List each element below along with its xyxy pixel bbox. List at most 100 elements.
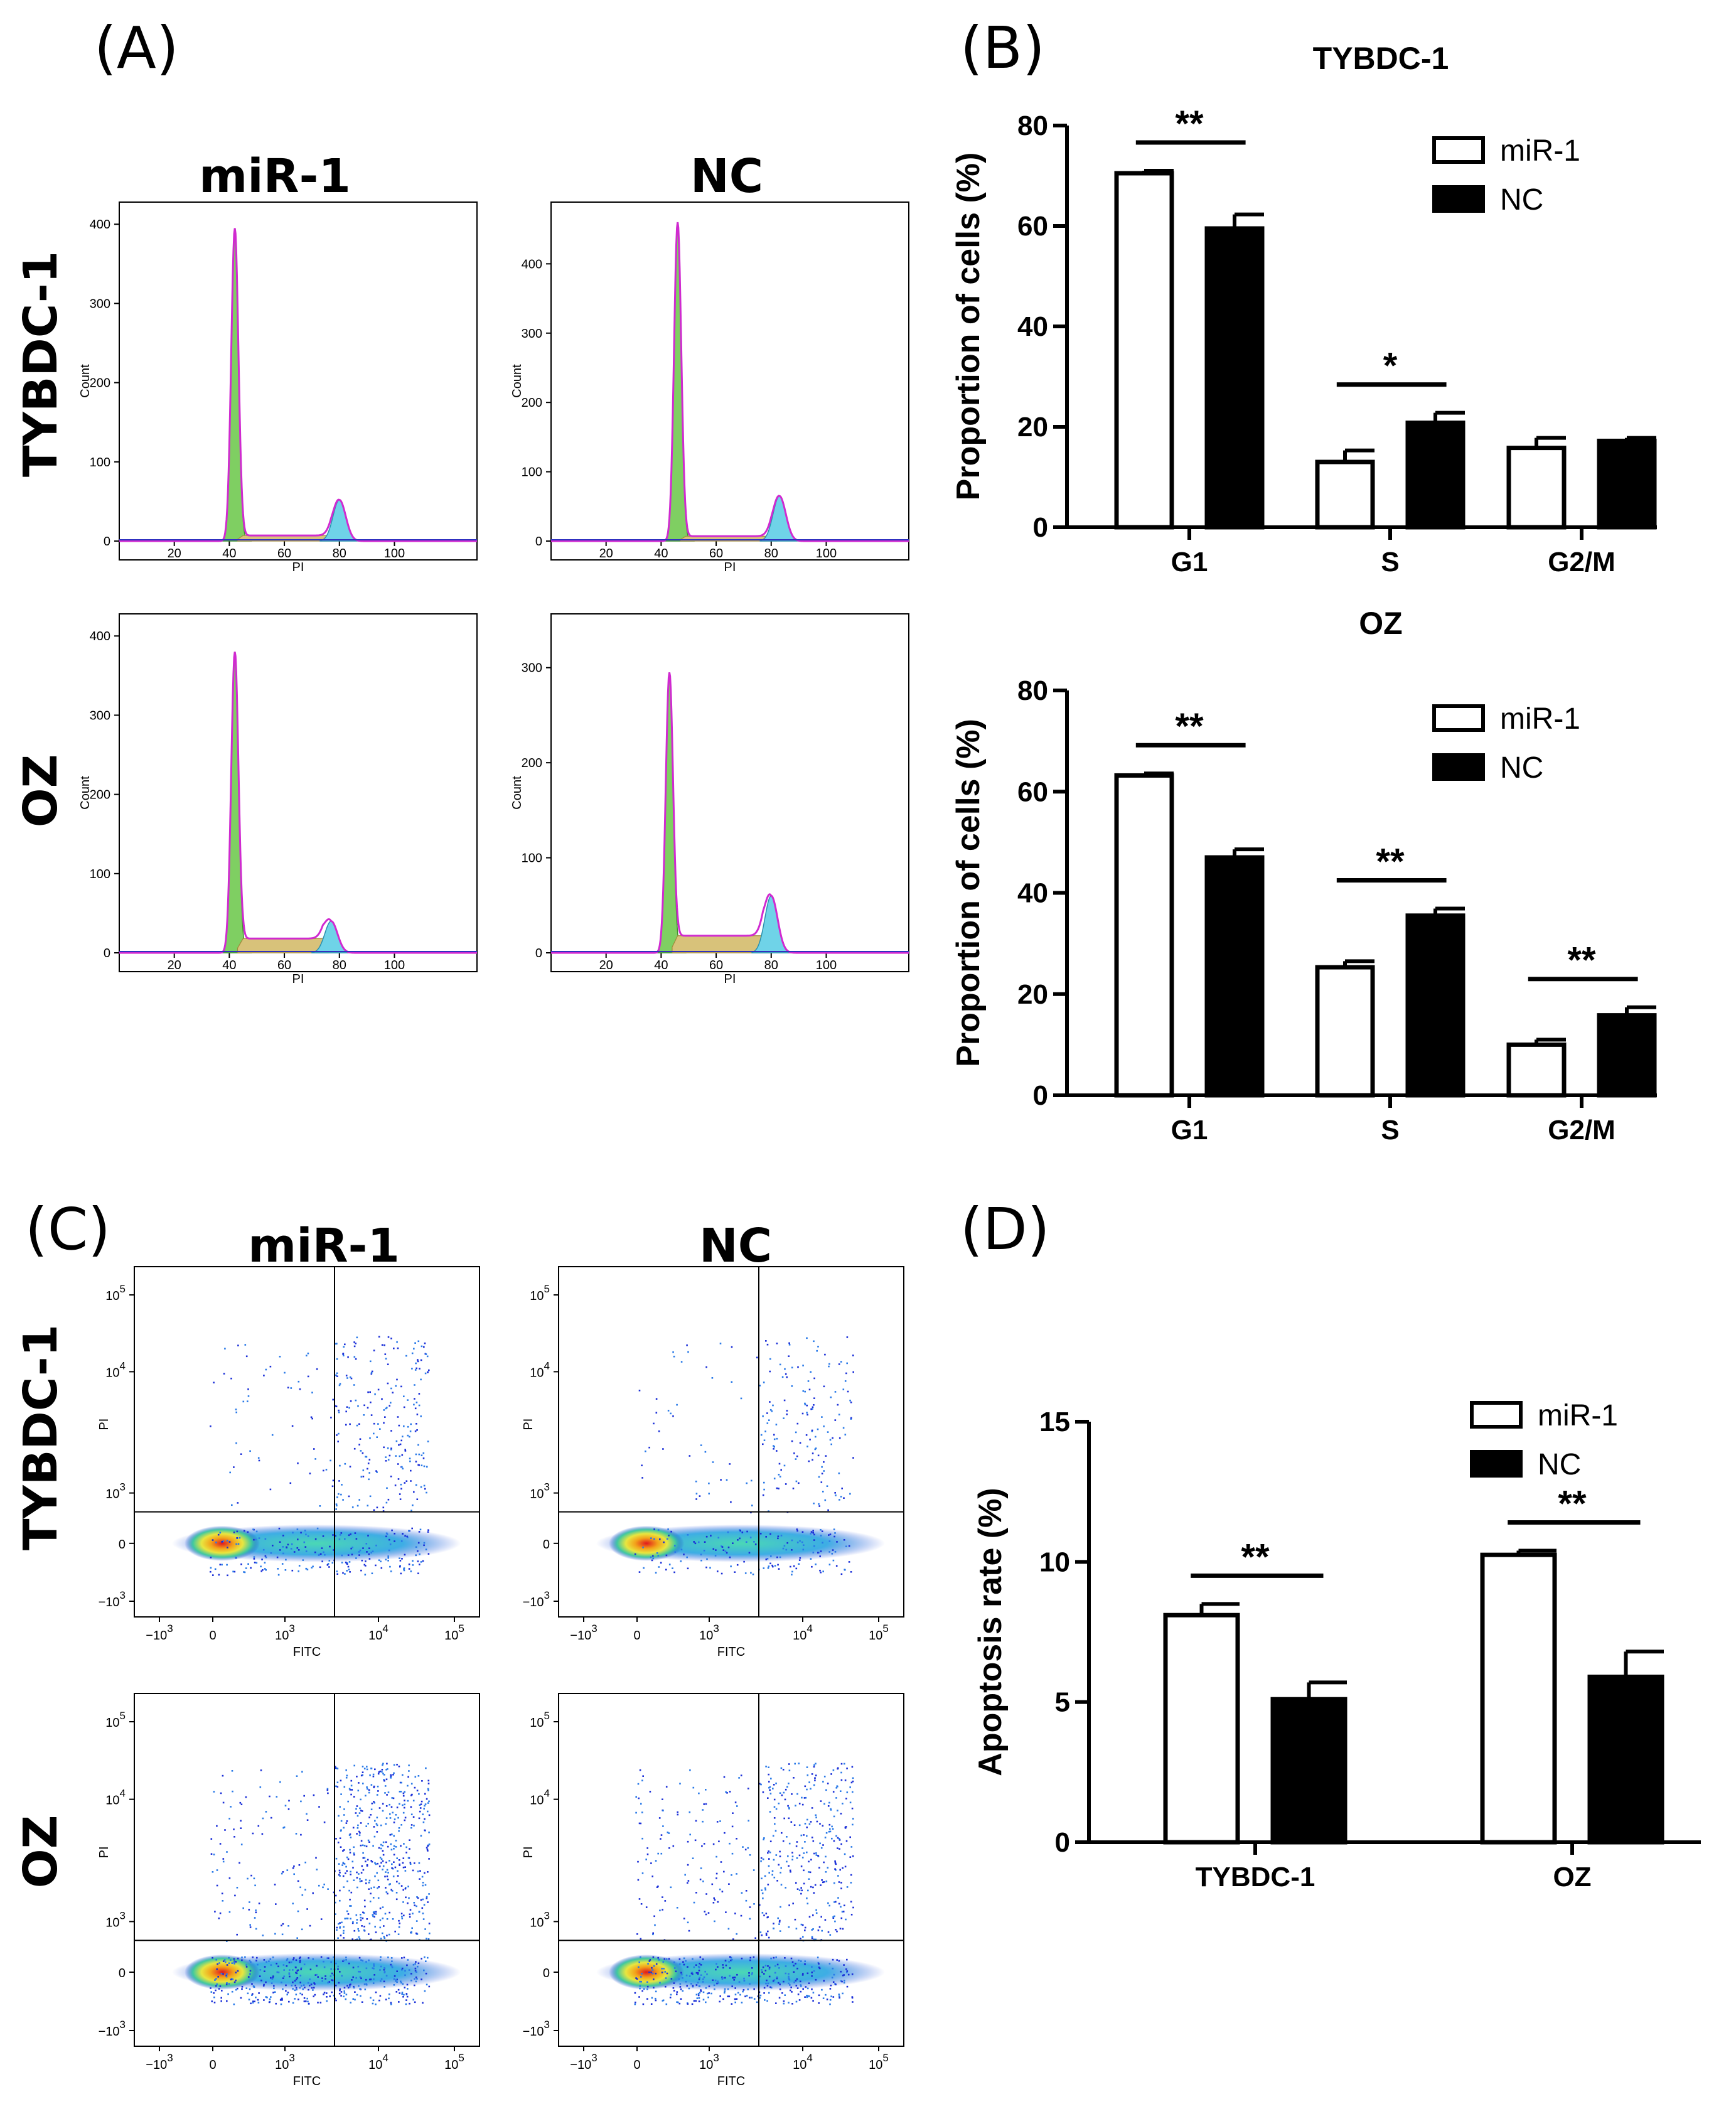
- histogram-x-tick-label: 80: [764, 547, 778, 561]
- scatter-dot-upper-right: [428, 1923, 431, 1924]
- scatter-dot-lower: [725, 1964, 727, 1967]
- scatter-dot-upper-right: [413, 1902, 415, 1904]
- scatter-dot-upper-right: [805, 1434, 808, 1436]
- scatter-dot-lower: [254, 2000, 255, 2002]
- scatter-dot-upper-right: [341, 1484, 343, 1486]
- scatter-dot-upper-left: [219, 1912, 222, 1914]
- scatter-dot-upper-right: [336, 1505, 338, 1506]
- scatter-dot-upper-right: [776, 1437, 778, 1440]
- scatter-dot-upper-left: [316, 1368, 318, 1370]
- scatter-dot-lower: [269, 1958, 272, 1960]
- scatter-dot-upper-left: [753, 1903, 755, 1905]
- scatter-dot-lower: [734, 1994, 737, 1995]
- histogram-y-tick-label: 200: [90, 377, 110, 390]
- scatter-dot-lower: [303, 1963, 306, 1965]
- bar-mir: [1506, 1042, 1567, 1098]
- scatter-dot-lower: [664, 1971, 667, 1973]
- scatter-dot-lower: [840, 1970, 842, 1973]
- scatter-dot-upper-left: [670, 1412, 672, 1415]
- scatter-dot-lower: [798, 1960, 800, 1961]
- scatter-dot-upper-right: [821, 1473, 823, 1474]
- scatter-dot-upper-right: [817, 1929, 820, 1931]
- scatter-dot-lower: [784, 1957, 786, 1959]
- scatter-dot-upper-right: [356, 1886, 358, 1889]
- scatter-dot-lower: [697, 1972, 699, 1974]
- scatter-dot-upper-right: [376, 1436, 378, 1438]
- scatter-dot-lower: [236, 1530, 238, 1533]
- scatter-dot-lower: [233, 2003, 235, 2005]
- scatter-dot-upper-left: [731, 1346, 733, 1348]
- scatter-dot-upper-right: [343, 1929, 345, 1932]
- scatter-dot-lower: [217, 1533, 220, 1536]
- scatter-dot-upper-right: [343, 1937, 345, 1939]
- scatter-dot-upper-left: [276, 1796, 278, 1798]
- scatter-dot-upper-right: [803, 1869, 805, 1872]
- scatter-dot-upper-left: [235, 1442, 237, 1444]
- scatter-dot-upper-right: [794, 1918, 796, 1921]
- scatter-dot-upper-right: [427, 1788, 429, 1790]
- scatter-dot-upper-right: [400, 1791, 402, 1793]
- scatter-dot-lower: [829, 1533, 832, 1535]
- panel-a-col-mir: miR-1: [199, 149, 351, 203]
- scatter-dot-lower: [385, 1999, 387, 2000]
- scatter-dot-lower: [851, 1997, 854, 1999]
- scatter-dot-upper-left: [667, 1410, 670, 1412]
- scatter-dot-upper-right: [356, 1919, 358, 1921]
- scatter-x-tick-label: 103: [275, 2052, 295, 2072]
- scatter-dot-lower: [347, 1554, 350, 1556]
- scatter-dot-upper-left: [705, 1913, 707, 1916]
- scatter-dot-lower: [686, 1985, 688, 1987]
- scatter-dot-upper-left: [641, 1464, 643, 1466]
- scatter-dot-upper-right: [415, 1932, 417, 1935]
- scatter-dot-lower: [420, 1561, 422, 1563]
- scatter-dot-upper-right: [407, 1425, 409, 1428]
- scatter-dot-upper-right: [828, 1365, 830, 1368]
- scatter-dot-upper-left: [299, 1886, 301, 1889]
- scatter-dot-lower: [422, 1560, 424, 1562]
- scatter-dot-lower: [774, 1972, 776, 1974]
- scatter-dot-lower: [721, 1978, 724, 1980]
- scatter-dot-upper-left: [306, 1813, 308, 1815]
- scatter-density-core: [185, 1954, 260, 1990]
- scatter-dot-upper-left: [738, 1777, 740, 1779]
- scatter-dot-upper-right: [355, 1808, 357, 1810]
- scatter-dot-lower: [341, 1975, 343, 1977]
- scatter-dot-lower: [820, 1550, 822, 1552]
- scatter-dot-upper-right: [417, 1444, 419, 1446]
- scatter-dot-lower: [852, 2001, 854, 2003]
- scatter-dot-upper-right: [813, 1404, 815, 1406]
- scatter-dot-upper-left: [692, 1857, 694, 1859]
- scatter-dot-upper-right: [385, 1778, 388, 1781]
- scatter-dot-upper-right: [830, 1773, 832, 1775]
- scatter-dot-lower: [739, 1994, 741, 1996]
- scatter-dot-lower: [355, 1538, 358, 1540]
- scatter-dot-upper-right: [827, 1783, 829, 1784]
- scatter-dot-upper-right: [845, 1798, 847, 1800]
- scatter-dot-lower: [339, 1971, 341, 1973]
- scatter-dot-upper-right: [391, 1863, 393, 1865]
- scatter-dot-upper-right: [840, 1779, 843, 1781]
- scatter-dot-lower: [767, 1965, 769, 1967]
- scatter-dot-upper-left: [271, 1817, 272, 1819]
- scatter-dot-lower: [699, 1977, 701, 1979]
- scatter-dot-lower: [695, 1964, 697, 1966]
- scatter-dot-lower: [790, 1957, 793, 1960]
- scatter-dot-upper-left: [332, 1479, 335, 1481]
- scatter-dot-lower: [361, 2001, 363, 2003]
- histogram-x-label: PI: [724, 561, 736, 574]
- scatter-dot-lower: [297, 1549, 300, 1551]
- scatter-dot-upper-left: [641, 1837, 643, 1840]
- scatter-dot-upper-left: [687, 1880, 690, 1882]
- scatter-dot-upper-right: [832, 1769, 835, 1771]
- scatter-dot-lower: [252, 1993, 254, 1995]
- scatter-dot-lower: [302, 1988, 304, 1990]
- scatter-dot-lower: [668, 1958, 670, 1960]
- scatter-dot-upper-right: [383, 1774, 385, 1776]
- scatter-dot-lower: [279, 1541, 281, 1543]
- scatter-dot-upper-right: [385, 1456, 387, 1458]
- scatter-dot-lower: [358, 1551, 360, 1553]
- scatter-dot-upper-right: [419, 1368, 421, 1370]
- scatter-dot-upper-left: [641, 1811, 643, 1813]
